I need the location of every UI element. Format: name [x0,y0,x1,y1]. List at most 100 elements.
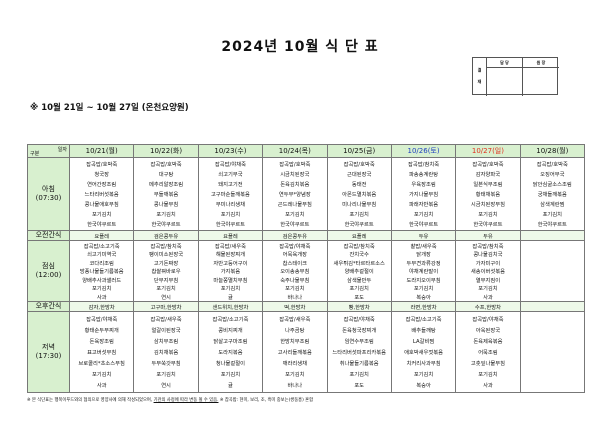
menu-item: 잡곡밥/호박죽 [343,162,375,168]
menu-cell [519,311,586,393]
menu-cell: 요플레 [68,230,135,241]
menu-cell [519,230,586,241]
footnote-underlined: 기관의 사정에 따라 변동 될 수 있음. [153,398,219,403]
menu-item: 우육장조림 [411,182,436,188]
menu-item: 포기김치 [156,212,176,218]
menu-item: 코다리조림 [89,260,114,267]
menu-item: 어묵육개장 [282,252,307,258]
menu-item: 숙주나물무침 [280,277,310,284]
meal-name: 오후간식 [35,302,62,310]
menu-item: 자반고등어구이 [213,260,248,267]
menu-item: 포기김치 [478,286,498,292]
menu-item: 사과 [96,294,107,301]
menu-item: 근대된장국 [347,172,372,178]
menu-item: 연시 [161,294,171,301]
approval-col-director: 원 장 [523,58,559,68]
menu-item: 포기김치 [220,372,241,378]
menu-item: 잡곡밥/참치죽 [408,162,440,168]
meal-label: 오후간식 [27,301,70,312]
menu-cell: 잡곡밥/호박죽 오징어무국 닭안심굴소스조림 궁채들깨볶음 삼색계란찜 포기김치 한국야쿠르… [519,157,586,231]
menu-item: 사과 [483,383,493,389]
menu-item: 팽이미소된장국 [149,252,184,258]
menu-item: 복숭아 [416,294,431,301]
menu-item: 삼치무조림 [153,339,179,345]
menu-cell: 감자,한방차 [68,301,135,312]
menu-item: 사과 [483,294,493,301]
menu-item: 돈육청국장찌개 [342,328,377,334]
meal-time: (07:30) [35,194,62,202]
menu-item: 포기김치 [285,212,305,218]
header-row: 일자 구분 10/21(월) 10/22(화) 10/23(수) 10/24(목) 10… [27,144,586,158]
menu-item: 찰밥/새우죽 [410,243,437,250]
menu-item: 연시 [161,383,171,389]
menu-item: 깨라리생채 [282,361,307,367]
menu-item: 포기김치 [91,372,112,378]
menu-cell: 잡곡밥/호박죽 대구탕 메추리알장조림 무들깨볶음 콩나물무침 포기김치 한국야쿠르트 [133,157,199,231]
corner-cell: 일자 구분 [27,144,70,158]
menu-cell: 빵,한방차 [326,301,392,312]
date-range-subtitle: ※ 10월 21일 ~ 10월 27일 (온천요양원) [30,103,189,113]
menu-item: 삼색계란찜 [540,202,565,208]
menu-item: 포기김치 [285,286,305,292]
menu-item: 찹스테이크 [282,260,307,267]
meal-name: 점심 [42,262,55,270]
menu-cell: 검은콩두유 [133,230,199,241]
menu-item: 메추리알장조림 [149,182,184,188]
menu-item: 감자양파국 [475,172,501,178]
menu-item: 두부쑥갓무침 [151,361,181,367]
menu-item: 복숭아 [416,383,431,389]
menu-cell: 잡곡밥/호박죽 감자양파국 일본식무조림 황태채볶음 시금치된장무침 포기김치 한국야쿠르트 [455,157,521,231]
menu-item: 포기김치 [413,372,434,378]
menu-item: 바나나 [287,294,303,301]
menu-item: 한국야쿠르트 [537,222,567,228]
day-header: 10/22(화) [133,144,199,158]
menu-cell: 잡곡밥/참치죽 팽이미소된장국 고기돈짜장 찹쌀꿔바로우 단무지무침 포기김치 연시 [133,240,199,302]
menu-item: 잡곡밥/야채죽 [472,317,504,323]
menu-item: 닭살고구마조림 [213,339,248,345]
menu-item: 한국야쿠르트 [87,222,117,228]
menu-item: 한국야쿠르트 [473,222,503,228]
menu-cell: 잡곡밥/야채죽 돈육청국장찌개 임연수무조림 느타리버섯파프리카볶음 취나물들기름볶음 포… [326,311,392,393]
menu-item: 대구탕 [158,172,174,178]
meal-time: (12:00) [35,271,62,279]
menu-item: 시금치된장국 [280,172,310,178]
menu-cell: 잡곡밥/새우죽 얼갈이된장국 삼치무조림 김치채볶음 두부쑥갓무침 포기김치 연시 [133,311,199,393]
menu-item: 치커리사과무침 [406,361,441,367]
menu-item: 포기김치 [413,212,434,218]
menu-item: 쇠고기무국 [218,172,243,178]
meal-name: 오전간식 [35,231,62,239]
menu-item: 잡곡밥/새우죽 [279,317,311,323]
menu-item: 바나나 [287,383,303,389]
menu-item: 취나물들기름볶음 [339,361,379,367]
menu-item: 고구마순들깨볶음 [210,192,250,198]
page-title: 2024년 10월 식 단 표 [221,39,379,55]
approval-sign-director [523,68,559,96]
footnote-text-2: ※ 잡곡밥: 현미, 보리, 조, 흑미 중보는(쌍둥흥) 혼합 [218,398,314,403]
menu-cell: 잡곡밥/새우죽 해물된장찌개 자반고등어구이 가지볶음 마늘쫑멸치무침 포기김치 귤 [197,240,264,302]
menu-cell: 잡곡밥/호박죽 청국장 연어간장조림 느타리버섯볶음 콩나물애호무침 포기김치 한국야쿠르트 [68,157,135,231]
menu-item: 포기김치 [478,212,498,218]
menu-item: 무미나리생채 [215,202,246,208]
menu-item: 닭개장 [416,252,431,258]
menu-item: 쇠고기미역국 [87,252,117,258]
menu-item: 포기김치 [349,372,369,378]
menu-item: 궁채들깨볶음 [537,192,567,198]
menu-item: 새우튀김*타르타르소스 [333,260,385,267]
menu-item: 동태전 [351,182,367,188]
menu-item: 한국야쿠르트 [215,222,246,228]
menu-item: 귤 [228,383,233,389]
menu-item: 돈육제육볶음 [473,339,503,345]
meal-row: 저녁 (17:30) 잡곡밥/야채죽 황태순두부찌개 돈육장조림 표고버섯무침 브로콜리*초… [27,311,586,393]
menu-item: 사과 [96,383,107,389]
menu-item: 아욱된장국 [475,328,501,334]
menu-cell: 잡곡밥/참치죽 파송송계란탕 우육장조림 가지나물무침 파래자반볶음 포기김치 한국야쿠르트 [390,157,457,231]
menu-item: 브로콜리*초소스무침 [78,361,125,367]
menu-item: 황태순두부찌개 [84,328,119,334]
menu-item: 포기김치 [349,212,369,218]
snack-row: 오전간식 요플레 검은콩두유 요플레 검은콩두유 요플레 두유 두유 [27,230,586,241]
menu-item: 시금치된장무침 [470,202,505,208]
menu-cell: 샌드위치,한방차 [197,301,264,312]
menu-item: 가지볶음 [220,269,241,275]
menu-cell: 요플레 [326,230,392,241]
menu-item: 잡곡밥/참치죽 [150,243,182,250]
